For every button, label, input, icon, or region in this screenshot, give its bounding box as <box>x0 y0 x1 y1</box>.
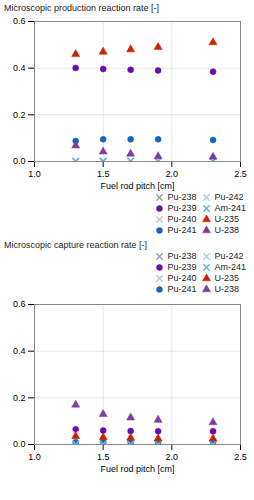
html-text:Pu-240: Pu-240 <box>167 214 197 224</box>
html-text:Pu-238: Pu-238 <box>167 192 197 202</box>
svg-text:2.0: 2.0 <box>166 452 179 462</box>
html-text:Microscopic capture reaction r: Microscopic capture reaction rate [-] <box>4 240 148 250</box>
svg-text:0.2: 0.2 <box>13 110 26 120</box>
html-text:Pu-239: Pu-239 <box>167 203 197 213</box>
svg-text:0.0: 0.0 <box>13 439 26 449</box>
svg-text:2.5: 2.5 <box>234 169 247 179</box>
svg-text:1.0: 1.0 <box>28 169 41 179</box>
html-text:U-235: U-235 <box>214 214 239 224</box>
html-text:Pu-242: Pu-242 <box>214 251 244 261</box>
svg-text:1.0: 1.0 <box>28 452 41 462</box>
html-text:Pu-241: Pu-241 <box>167 284 197 294</box>
html-text:Pu-240: Pu-240 <box>167 273 197 283</box>
html-text:Pu-241: Pu-241 <box>167 225 197 235</box>
svg-text:0.6: 0.6 <box>13 16 26 26</box>
html-text:U-238: U-238 <box>214 284 239 294</box>
html-text:Microscopic production reactio: Microscopic production reaction rate [-] <box>4 3 160 13</box>
svg-text:0.2: 0.2 <box>13 393 26 403</box>
html-text:Pu-242: Pu-242 <box>214 192 244 202</box>
svg-text:1.5: 1.5 <box>97 452 110 462</box>
svg-text:0.0: 0.0 <box>13 156 26 166</box>
html-text:Am-241: Am-241 <box>214 262 246 272</box>
svg-text:Fuel rod pitch [cm]: Fuel rod pitch [cm] <box>100 464 174 474</box>
svg-text:0.4: 0.4 <box>13 63 26 73</box>
html-text:U-235: U-235 <box>214 273 239 283</box>
svg-text:0.6: 0.6 <box>13 299 26 309</box>
html-text:U-238: U-238 <box>214 225 239 235</box>
html-text:Pu-238: Pu-238 <box>167 251 197 261</box>
svg-text:Fuel rod pitch [cm]: Fuel rod pitch [cm] <box>100 181 174 191</box>
svg-text:2.0: 2.0 <box>166 169 179 179</box>
svg-text:2.5: 2.5 <box>234 452 247 462</box>
html-text:Am-241: Am-241 <box>214 203 246 213</box>
svg-text:1.5: 1.5 <box>97 169 110 179</box>
html-text:Pu-239: Pu-239 <box>167 262 197 272</box>
svg-text:0.4: 0.4 <box>13 346 26 356</box>
